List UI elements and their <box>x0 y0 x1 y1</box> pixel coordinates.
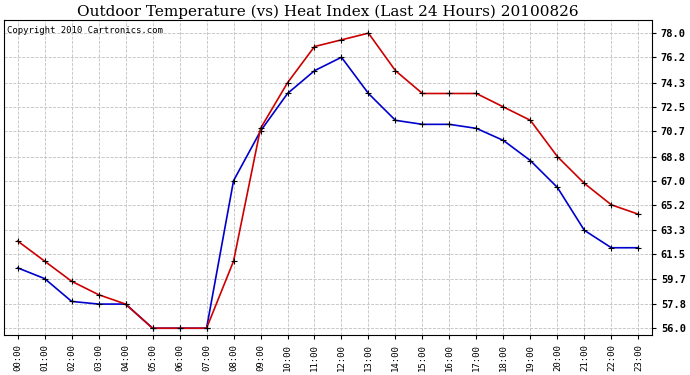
Text: Copyright 2010 Cartronics.com: Copyright 2010 Cartronics.com <box>8 26 164 35</box>
Title: Outdoor Temperature (vs) Heat Index (Last 24 Hours) 20100826: Outdoor Temperature (vs) Heat Index (Las… <box>77 4 579 18</box>
